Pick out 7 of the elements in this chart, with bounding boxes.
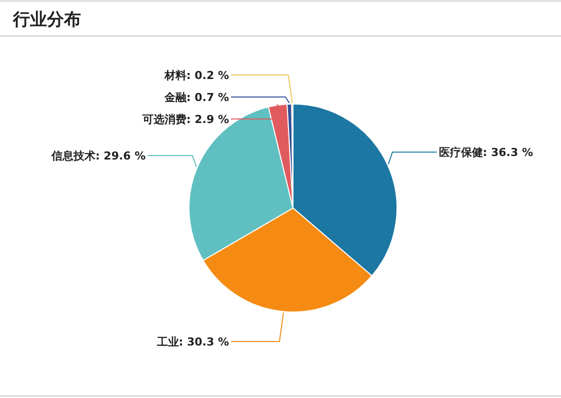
slice-label: 可选消费: 2.9 % — [141, 113, 229, 126]
slice-label: 医疗保健: 36.3 % — [438, 146, 534, 160]
chart-title: 行业分布 — [12, 10, 81, 30]
slice-label: 金融: 0.7 % — [163, 91, 229, 104]
slice-label: 材料: 0.2 % — [163, 69, 229, 82]
slice-label: 信息技术: 29.6 % — [50, 150, 146, 163]
slice-label: 工业: 30.3 % — [156, 335, 229, 348]
